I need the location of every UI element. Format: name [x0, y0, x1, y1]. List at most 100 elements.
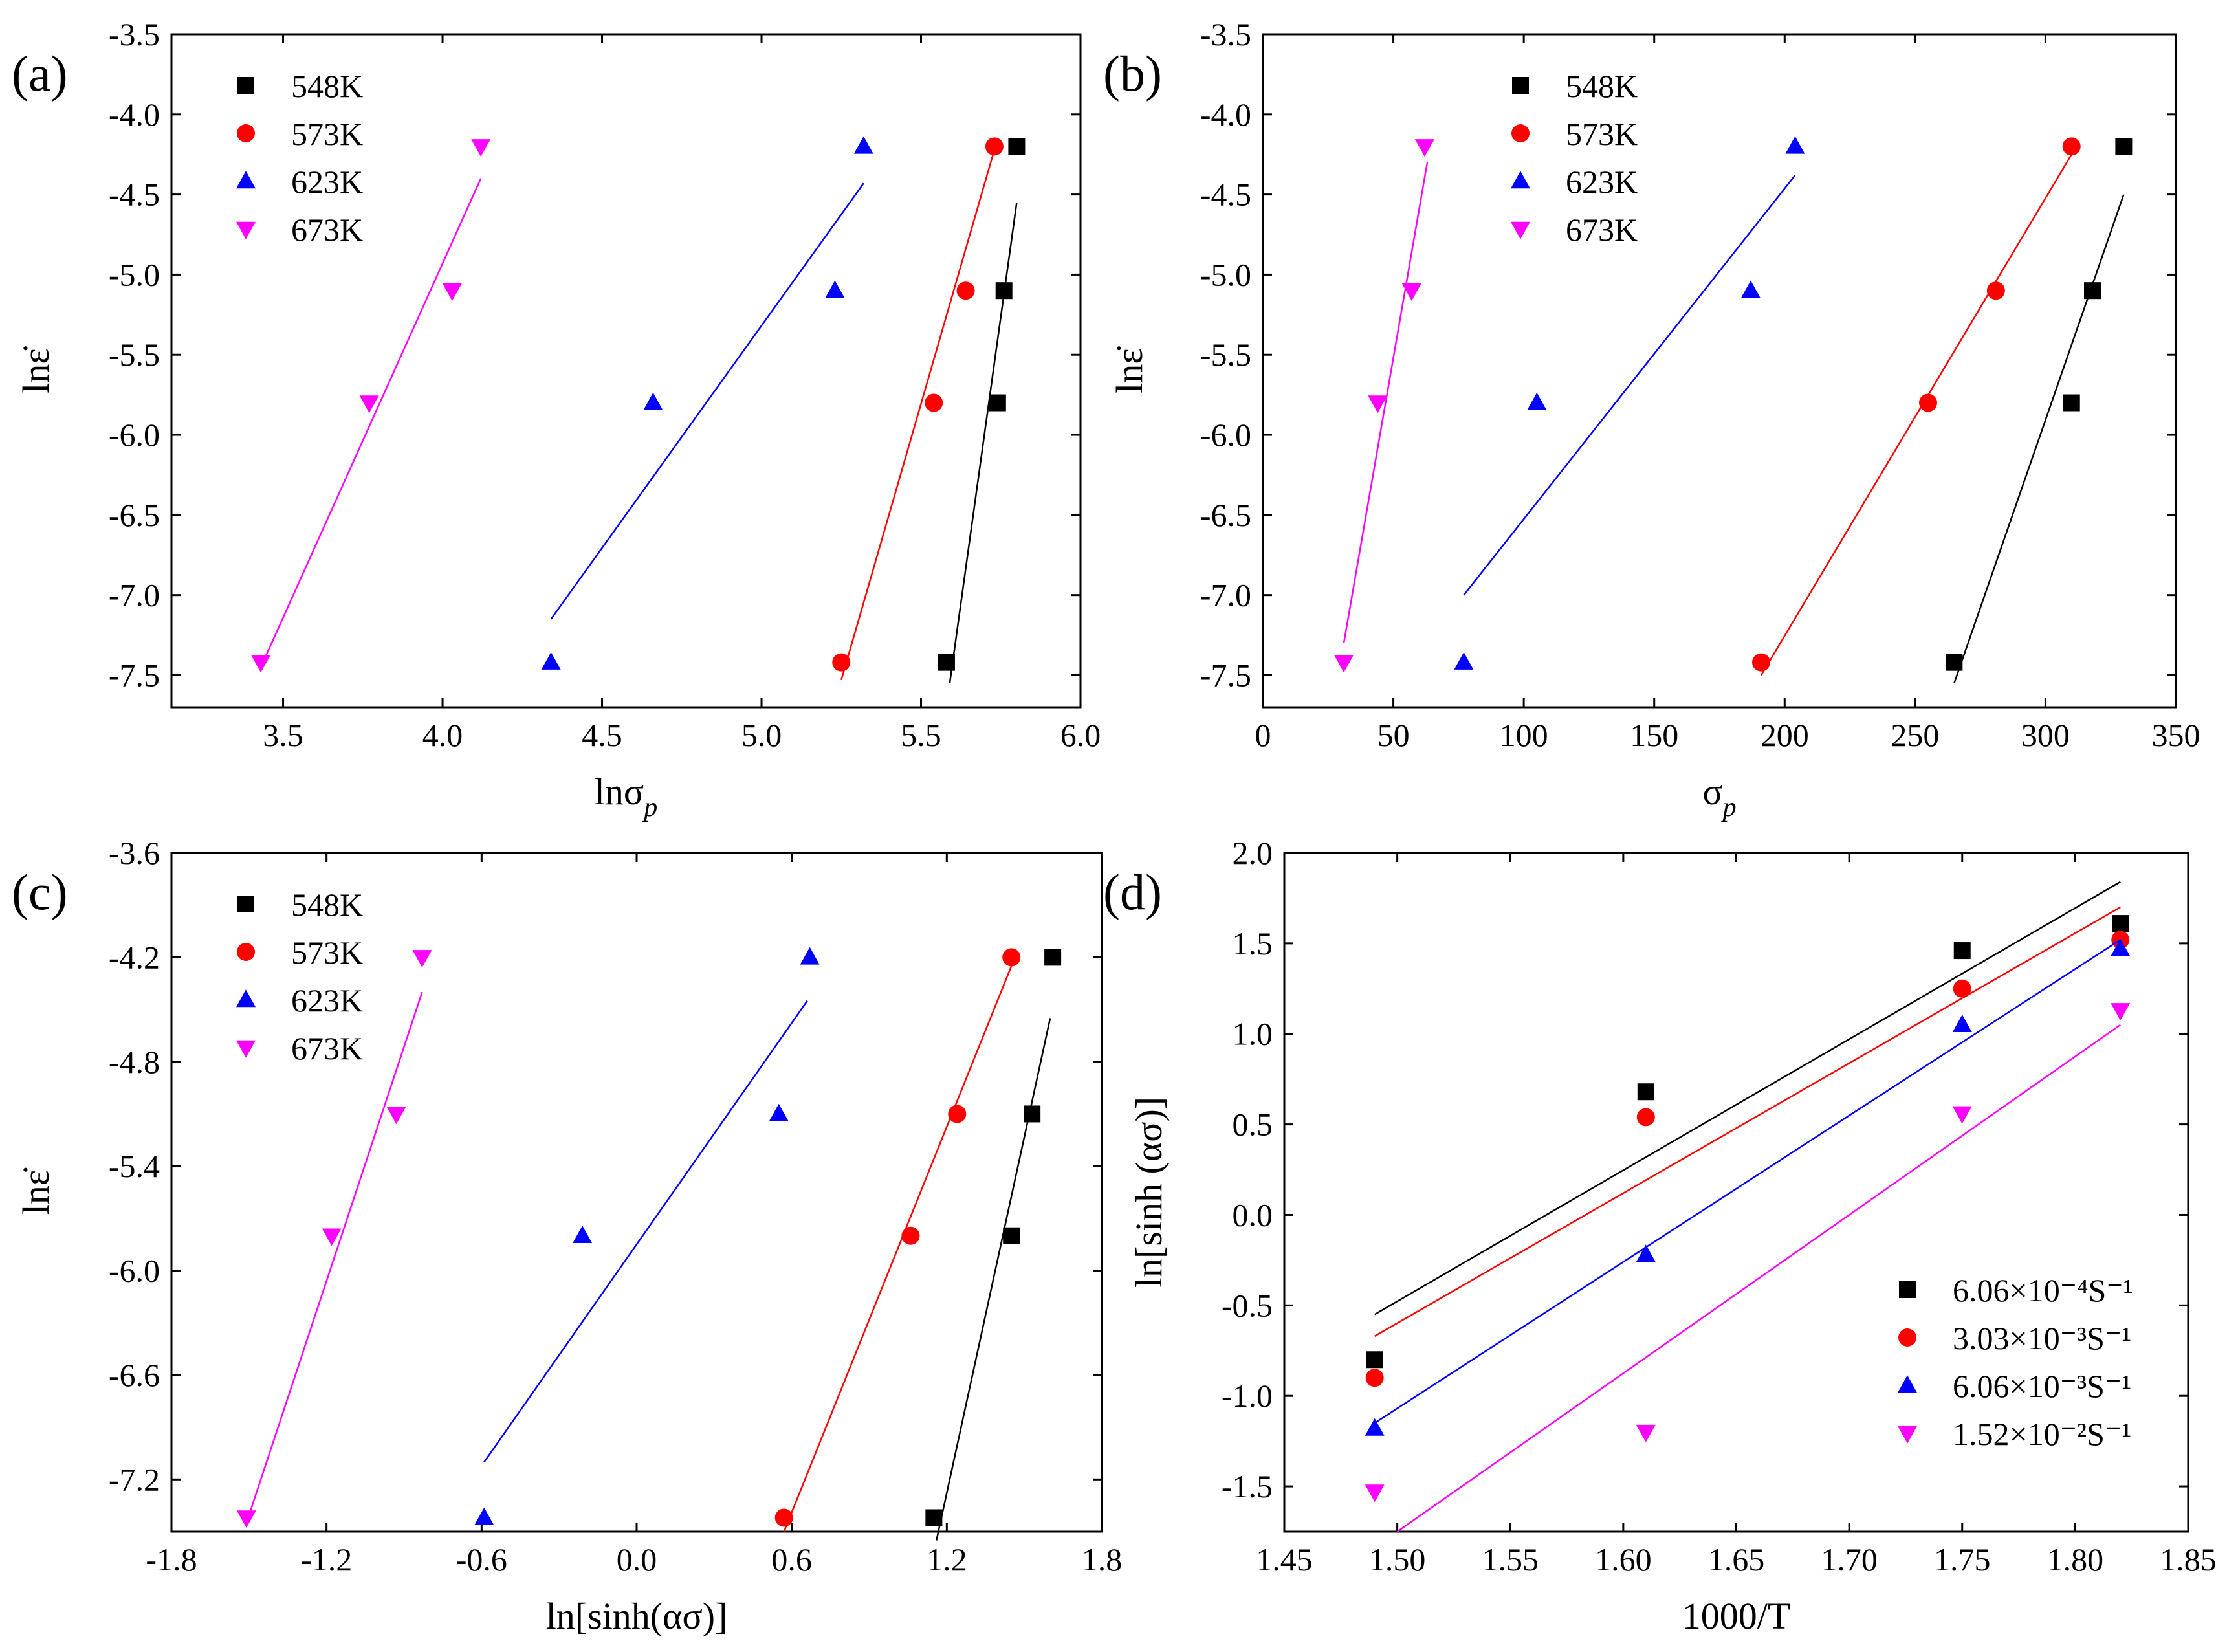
- data-point: [1044, 949, 1062, 966]
- fit-line: [1396, 1024, 2121, 1533]
- y-tick-label: -5.5: [109, 336, 160, 373]
- data-point: [1953, 979, 1971, 998]
- data-point: [1637, 1083, 1654, 1101]
- series-d-0: [1366, 881, 2129, 1369]
- y-tick-label: -3.5: [109, 16, 160, 52]
- panel-c-label: (c): [12, 864, 68, 920]
- panel-b-y-axis-title: lnε̇: [1108, 346, 1150, 393]
- legend-marker: [1898, 1375, 1917, 1393]
- data-point: [1919, 393, 1938, 412]
- data-point: [1953, 942, 1971, 960]
- y-tick-label: -0.5: [1222, 1287, 1273, 1323]
- fit-line: [1760, 154, 2072, 676]
- panel-a-x-axis-title: lnσp: [595, 771, 657, 822]
- data-point: [251, 655, 271, 673]
- data-point: [938, 654, 955, 671]
- series-a-2: [541, 136, 873, 670]
- y-tick-label: -6.0: [109, 417, 160, 453]
- legend-marker: [237, 77, 254, 94]
- y-tick-label: -6.6: [109, 1357, 160, 1393]
- y-tick-label: -7.5: [109, 657, 160, 693]
- x-tick-label: 0: [1255, 717, 1271, 753]
- data-point: [1002, 948, 1021, 967]
- y-tick-label: -4.2: [109, 939, 160, 975]
- y-tick-label: -7.0: [1200, 577, 1251, 613]
- y-tick-label: -5.4: [109, 1148, 160, 1184]
- fit-line: [840, 149, 996, 681]
- fit-line: [783, 965, 1013, 1532]
- panel-a-label: (a): [12, 45, 68, 102]
- series-a-0: [938, 138, 1026, 684]
- y-tick-label: -6.5: [1200, 497, 1251, 533]
- x-tick-label: 3.5: [263, 717, 303, 753]
- y-tick-label: -3.5: [1200, 16, 1251, 52]
- data-point: [2111, 1003, 2131, 1021]
- data-point: [1952, 1014, 1972, 1032]
- data-point: [573, 1225, 593, 1243]
- y-tick-label: -5.0: [1200, 256, 1251, 292]
- legend-entry: 548K: [291, 68, 363, 104]
- y-tick-label: -4.5: [1200, 177, 1251, 213]
- data-point: [1785, 136, 1805, 154]
- legend-marker: [236, 989, 256, 1008]
- data-point: [1414, 139, 1434, 157]
- data-point: [769, 1103, 789, 1121]
- x-tick-label: 0.0: [617, 1541, 657, 1578]
- x-tick-label: 1.8: [1082, 1541, 1123, 1578]
- data-point: [2115, 138, 2133, 155]
- x-axis-title-subscript: p: [1721, 793, 1737, 822]
- data-point: [2062, 137, 2081, 156]
- panel-b-legend: 548K 573K 623K 673K: [1511, 68, 1638, 248]
- fit-line: [245, 991, 423, 1523]
- legend-marker: [1898, 1328, 1916, 1347]
- panel-a-frame: [170, 33, 1082, 709]
- data-point: [1454, 652, 1474, 670]
- legend-entry: 623K: [291, 164, 363, 200]
- legend-marker: [1511, 221, 1530, 239]
- data-point: [1636, 1244, 1656, 1262]
- x-tick-label: 1.55: [1482, 1541, 1539, 1578]
- data-point: [925, 393, 943, 412]
- data-point: [474, 1507, 494, 1525]
- x-tick-label: 1.80: [2047, 1541, 2104, 1578]
- panel-c-y-axis-title: lnε̇: [15, 1167, 57, 1215]
- panel-c: -1.8 -1.2 -0.6 0.0 0.6 1.2 1.8 -3.6 -4.2 -4.8 -5.4…: [12, 835, 1122, 1637]
- x-tick-label: 250: [1891, 717, 1939, 753]
- data-point: [853, 136, 873, 154]
- legend-entry: 3.03×10⁻³S⁻¹: [1953, 1320, 2131, 1356]
- y-tick-label: -4.0: [1200, 96, 1251, 133]
- data-point: [948, 1105, 967, 1123]
- legend-entry: 673K: [291, 212, 363, 248]
- fit-line: [550, 182, 864, 620]
- x-axis-title-main: ln[sinh(ασ)]: [546, 1595, 728, 1637]
- fit-line: [1374, 906, 2121, 1337]
- legend-entry: 548K: [291, 887, 363, 923]
- y-tick-label: -3.6: [109, 835, 160, 871]
- x-axis-title-main: lnσ: [595, 771, 644, 813]
- legend-marker: [1511, 171, 1530, 189]
- x-tick-label: 350: [2152, 717, 2200, 753]
- data-point: [236, 1510, 256, 1528]
- data-point: [471, 139, 491, 157]
- y-tick-label: -4.0: [109, 96, 160, 133]
- data-point: [774, 1508, 793, 1527]
- y-tick-label: -1.5: [1222, 1468, 1273, 1504]
- x-tick-label: 1.65: [1708, 1541, 1765, 1578]
- data-point: [989, 394, 1006, 412]
- fit-line: [949, 202, 1018, 684]
- fit-line: [1953, 194, 2125, 684]
- legend-entry: 6.06×10⁻⁴S⁻¹: [1953, 1272, 2133, 1308]
- x-tick-label: 1.2: [927, 1541, 967, 1578]
- data-point: [2112, 915, 2129, 932]
- x-tick-label: 4.5: [582, 717, 622, 753]
- y-tick-label: 1.0: [1233, 1016, 1273, 1052]
- x-tick-label: 5.0: [741, 717, 782, 753]
- panel-d-legend: 6.06×10⁻⁴S⁻¹ 3.03×10⁻³S⁻¹ 6.06×10⁻³S⁻¹ 1.52…: [1898, 1272, 2133, 1452]
- x-tick-label: 300: [2021, 717, 2070, 753]
- x-tick-label: 5.5: [901, 717, 941, 753]
- panel-d-y-axis-title: ln[sinh (ασ)]: [1128, 1097, 1170, 1288]
- data-point: [1752, 653, 1771, 672]
- panel-d-label: (d): [1103, 864, 1162, 920]
- x-tick-label: 1.70: [1821, 1541, 1878, 1578]
